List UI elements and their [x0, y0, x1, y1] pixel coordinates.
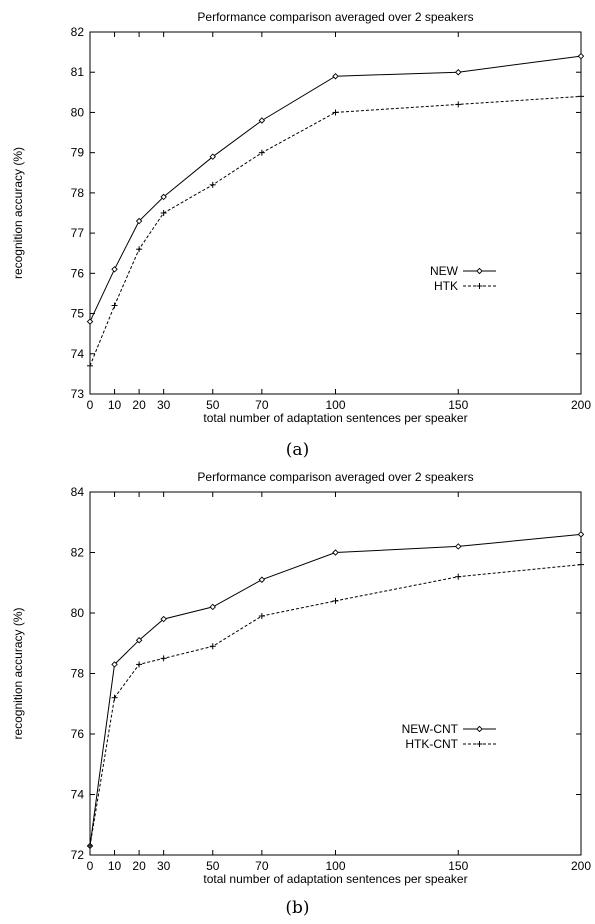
data-point — [86, 318, 94, 325]
plot-frame — [89, 491, 582, 856]
x-tick-label: 200 — [571, 859, 591, 873]
y-tick-label: 82 — [71, 546, 85, 560]
x-tick-label: 30 — [157, 859, 171, 873]
legend-marker — [476, 725, 483, 733]
data-point — [455, 573, 462, 580]
data-point — [160, 210, 167, 216]
x-tick-label: 20 — [132, 859, 146, 873]
data-point — [209, 643, 216, 650]
y-tick-label: 77 — [71, 226, 85, 240]
data-point — [136, 661, 143, 668]
x-tick-label: 30 — [157, 398, 171, 412]
y-tick-label: 76 — [71, 727, 85, 741]
y-tick-label: 76 — [71, 266, 85, 280]
x-tick-label: 50 — [206, 859, 220, 873]
y-tick-label: 80 — [71, 606, 85, 620]
data-point — [135, 636, 143, 644]
data-point — [455, 68, 462, 76]
y-axis-label: recognition accuracy (%) — [11, 607, 25, 739]
data-point — [111, 266, 118, 273]
y-axis-label: recognition accuracy (%) — [11, 147, 25, 279]
data-point — [455, 543, 462, 550]
chart-panel-a: Performance comparison averaged over 2 s… — [11, 10, 591, 460]
data-point — [160, 193, 167, 201]
data-point — [332, 597, 339, 604]
y-tick-label: 79 — [71, 146, 85, 160]
x-tick-label: 100 — [325, 398, 345, 412]
chart-a: Performance comparison averaged over 2 s… — [11, 10, 591, 425]
chart-panel-b: Performance comparison averaged over 2 s… — [0, 466, 595, 924]
y-tick-label: 81 — [71, 65, 85, 79]
caption-b: (b) — [285, 898, 310, 918]
data-point — [135, 217, 143, 225]
data-point — [111, 694, 118, 701]
y-tick-label: 75 — [71, 307, 85, 321]
data-point — [160, 615, 167, 623]
x-tick-label: 70 — [255, 398, 269, 412]
y-tick-label: 84 — [71, 485, 85, 499]
x-axis-label: total number of adaptation sentences per… — [203, 872, 467, 886]
legend-label: NEW — [430, 264, 459, 278]
series-line-htk-cnt — [89, 564, 582, 846]
data-point — [136, 246, 143, 253]
data-point — [209, 153, 216, 160]
data-point — [577, 531, 585, 538]
data-point — [578, 93, 584, 100]
x-tick-label: 10 — [108, 859, 122, 873]
x-tick-label: 100 — [325, 859, 345, 873]
y-tick-label: 74 — [71, 788, 85, 802]
series-line-htk — [89, 95, 582, 366]
x-tick-label: 10 — [108, 398, 122, 412]
x-tick-label: 0 — [87, 859, 94, 873]
data-point — [332, 549, 339, 556]
legend-marker — [476, 267, 483, 275]
x-tick-label: 50 — [206, 398, 220, 412]
data-point — [87, 842, 93, 849]
x-tick-label: 20 — [132, 398, 146, 412]
data-point — [111, 661, 118, 668]
data-point — [209, 603, 216, 611]
series-line-new — [89, 55, 582, 322]
data-point — [111, 302, 118, 309]
data-point — [87, 362, 93, 369]
data-point — [577, 52, 585, 60]
x-tick-label: 150 — [448, 859, 468, 873]
y-tick-label: 78 — [71, 186, 85, 200]
x-axis-label: total number of adaptation sentences per… — [203, 411, 467, 425]
data-point — [258, 576, 266, 583]
data-point — [332, 73, 339, 80]
y-tick-label: 80 — [71, 105, 85, 119]
data-point — [258, 149, 265, 156]
y-tick-label: 74 — [71, 347, 85, 361]
data-point — [332, 109, 339, 116]
data-point — [578, 561, 584, 568]
data-point — [455, 101, 462, 108]
legend-label: HTK-CNT — [405, 737, 458, 751]
legend-label: HTK — [434, 279, 458, 293]
x-tick-label: 0 — [87, 398, 94, 412]
x-tick-label: 70 — [255, 859, 269, 873]
y-tick-label: 78 — [71, 667, 85, 681]
y-tick-label: 82 — [71, 25, 85, 39]
data-point — [160, 655, 167, 662]
x-tick-label: 200 — [571, 398, 591, 412]
data-point — [258, 613, 265, 620]
data-point — [209, 181, 216, 188]
x-tick-label: 150 — [448, 398, 468, 412]
chart-title: Performance comparison averaged over 2 s… — [197, 10, 473, 24]
chart-title: Performance comparison averaged over 2 s… — [197, 470, 473, 484]
y-tick-label: 72 — [71, 848, 85, 862]
series-line-new-cnt — [89, 533, 582, 846]
data-point — [258, 117, 266, 124]
caption-a: (a) — [285, 440, 310, 460]
legend-label: NEW-CNT — [402, 722, 459, 736]
chart-b: Performance comparison averaged over 2 s… — [11, 470, 591, 886]
y-tick-label: 73 — [71, 387, 85, 401]
